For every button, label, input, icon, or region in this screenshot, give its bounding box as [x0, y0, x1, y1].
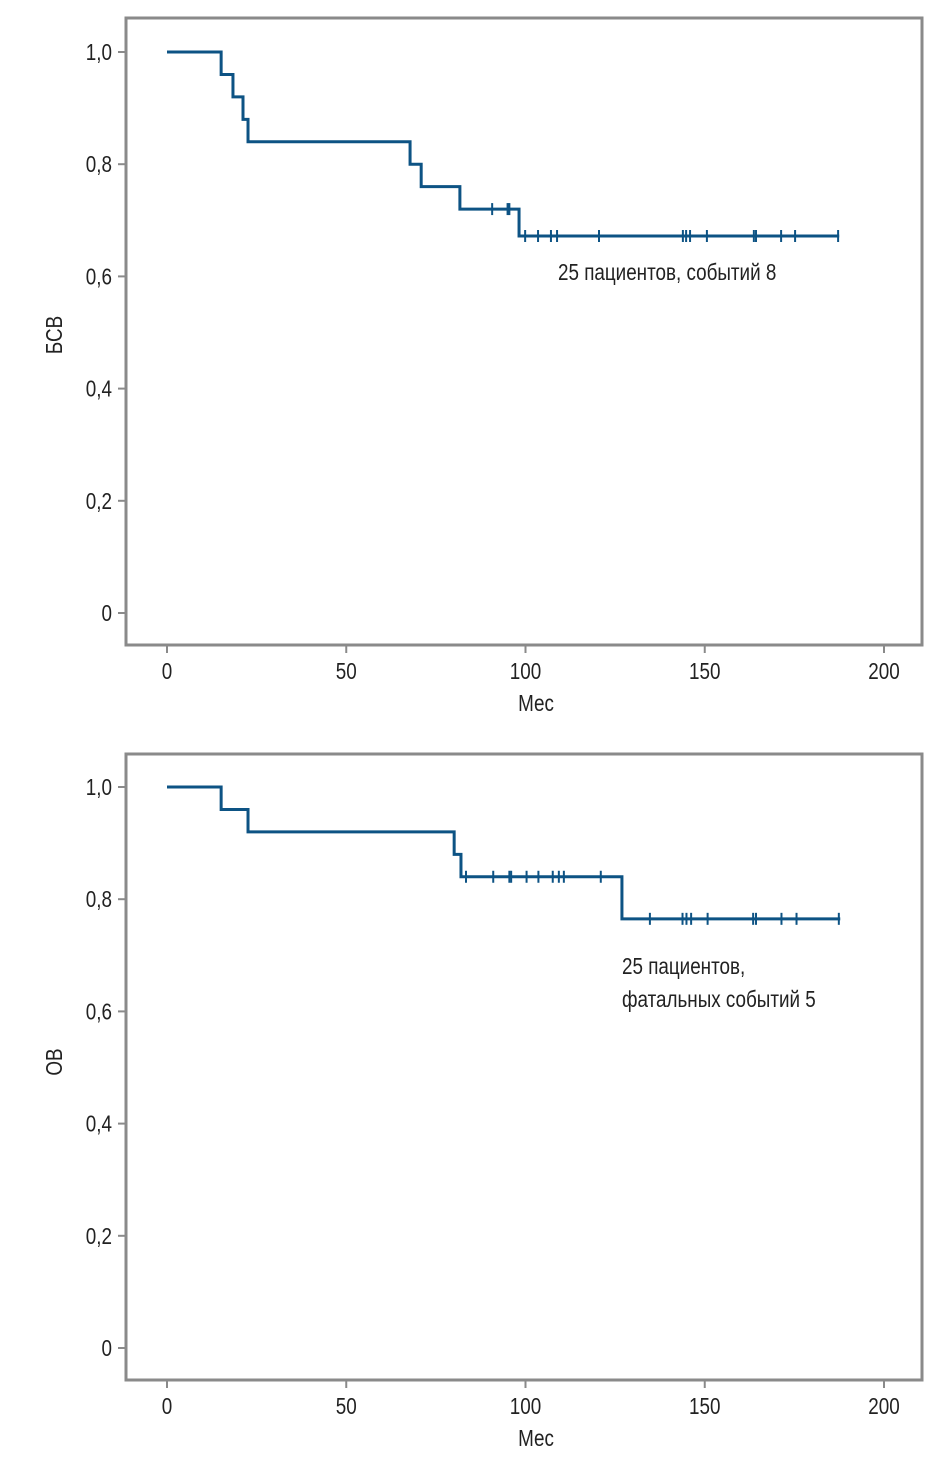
annotation-text: 25 пациентов, событий 8 [558, 260, 776, 285]
x-tick-label: 150 [689, 659, 720, 684]
x-tick-label: 150 [689, 1394, 720, 1419]
y-axis-label: БСВ [42, 316, 67, 354]
x-tick-label: 200 [868, 659, 899, 684]
y-tick-label: 0,2 [86, 489, 112, 514]
x-tick-label: 50 [336, 1394, 357, 1419]
y-tick-label: 0,8 [86, 153, 112, 178]
y-tick-label: 1,0 [86, 40, 112, 65]
y-tick-label: 1,0 [86, 775, 112, 800]
y-tick-label: 0 [102, 1336, 112, 1361]
y-tick-label: 0,8 [86, 888, 112, 913]
x-tick-label: 50 [336, 659, 357, 684]
y-axis-label: ОВ [42, 1048, 67, 1075]
y-tick-label: 0,4 [86, 1112, 112, 1137]
plot-frame [124, 16, 924, 647]
x-tick-label: 100 [510, 1394, 541, 1419]
survival-curve [167, 785, 841, 921]
y-tick-label: 0,6 [86, 265, 112, 290]
y-tick-label: 0 [102, 601, 112, 626]
survival-curve [167, 50, 840, 238]
annotation-text: 25 пациентов, [622, 954, 745, 979]
chart-panel-2: 0 0,2 0,4 0,6 0,8 1,0 0 50 100 150 200 Мес ОВ 25 паци… [42, 752, 924, 1451]
x-tick-label: 0 [162, 1394, 172, 1419]
x-axis-label: Мес [518, 691, 554, 716]
chart-panel-1: 0 0,2 0,4 0,6 0,8 1,0 0 50 100 150 200 Мес БСВ 25 пац… [42, 16, 924, 716]
y-tick-label: 0,6 [86, 1000, 112, 1025]
annotation-text: фатальных событий 5 [622, 987, 816, 1012]
x-axis-label: Мес [518, 1426, 554, 1451]
x-tick-label: 200 [868, 1394, 899, 1419]
y-tick-label: 0,4 [86, 377, 112, 402]
x-tick-label: 0 [162, 659, 172, 684]
plot-frame [124, 752, 924, 1382]
x-tick-label: 100 [510, 659, 541, 684]
y-tick-label: 0,2 [86, 1224, 112, 1249]
